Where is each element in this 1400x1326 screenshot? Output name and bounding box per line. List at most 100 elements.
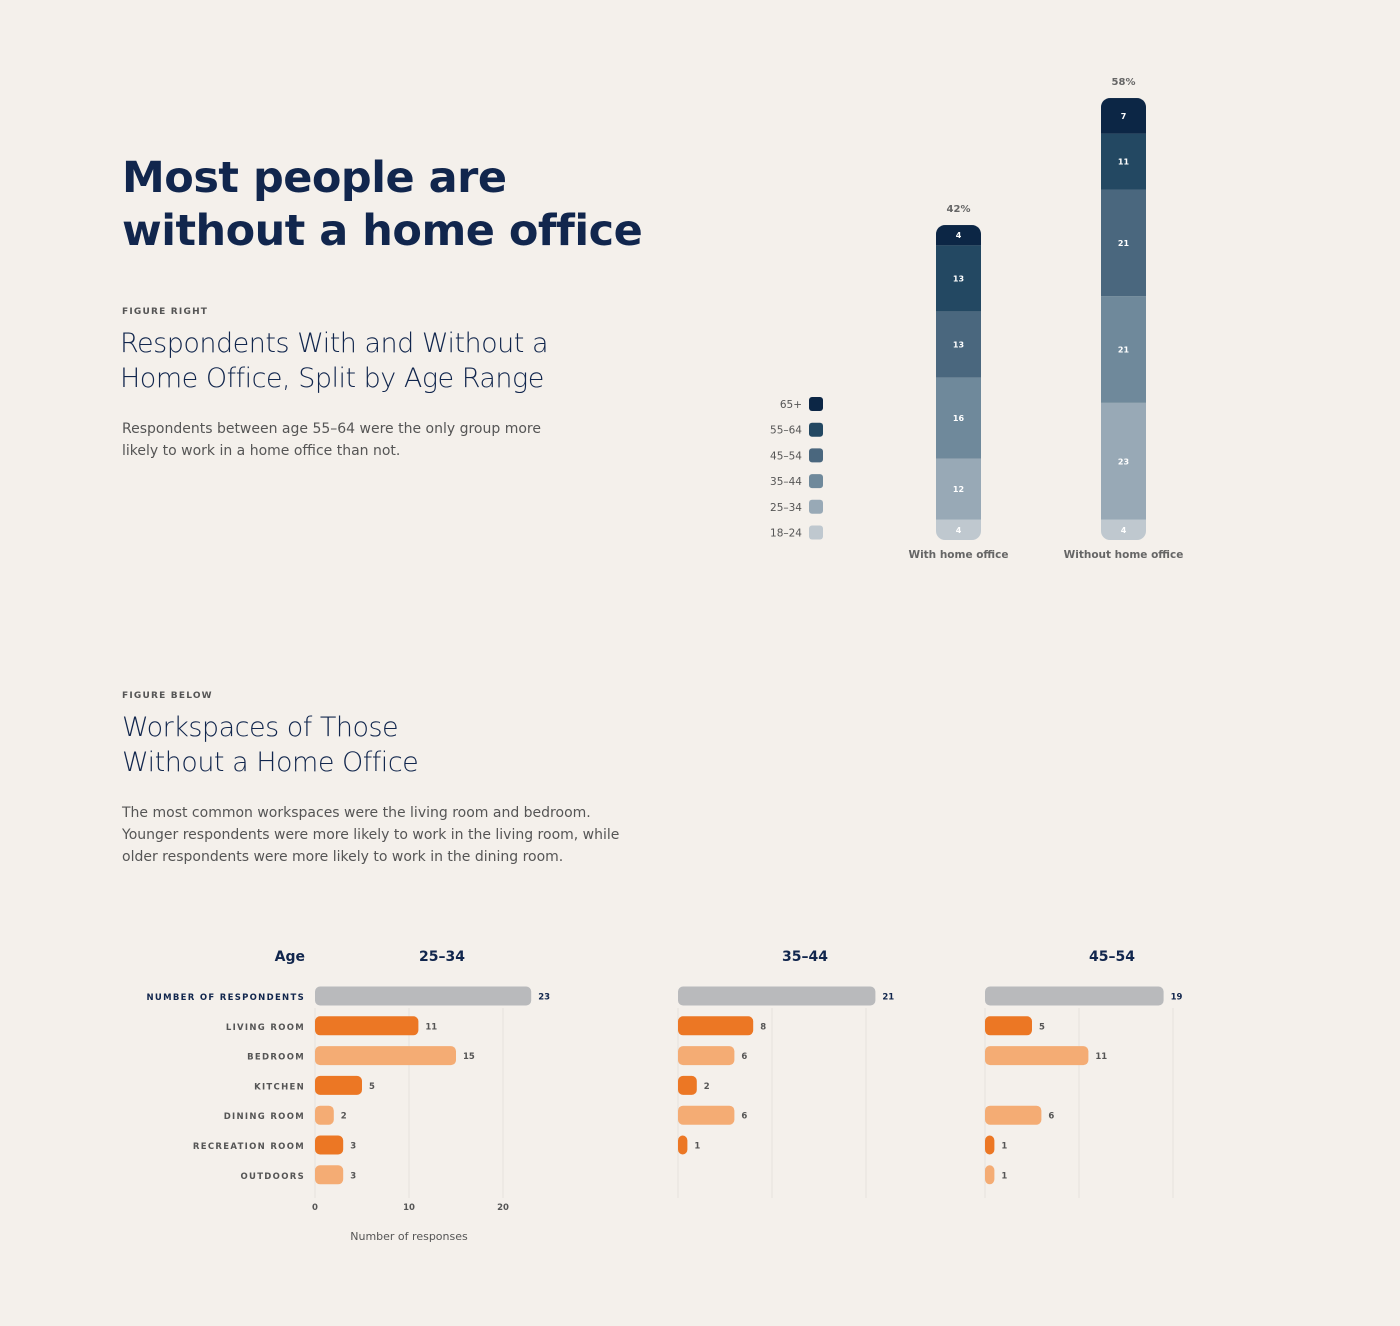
legend-swatch (809, 525, 823, 540)
bar-value: 6 (1048, 1112, 1054, 1122)
row-label: LIVING ROOM (226, 1023, 305, 1033)
legend-swatch (809, 499, 823, 514)
bar-value: 1 (1001, 1171, 1007, 1181)
row-label: NUMBER OF RESPONDENTS (147, 993, 306, 1003)
legend-swatch (809, 448, 823, 463)
total-label: 58% (1112, 77, 1136, 88)
panel-title: 25–34 (419, 949, 465, 965)
page-title: Most people are without a home office (122, 153, 643, 256)
facet-label: Age (275, 949, 305, 965)
bar (985, 1135, 995, 1155)
segment-label: 7 (1121, 112, 1127, 121)
bar (985, 1165, 995, 1185)
bar-value: 6 (741, 1052, 747, 1062)
bar-segment (1101, 133, 1146, 190)
segment-label: 4 (956, 526, 962, 535)
panel-title: 35–44 (782, 949, 828, 965)
bar-segment (1101, 296, 1146, 403)
bar-value: 1 (1001, 1142, 1007, 1152)
legend-label: 35–44 (770, 476, 802, 488)
category-label: Without home office (1064, 549, 1184, 561)
stacked-bar-1 (1101, 98, 1146, 540)
legend-label: 45–54 (770, 450, 802, 462)
bar (678, 1046, 735, 1066)
segment-label: 12 (953, 485, 964, 494)
bar-segment (1101, 189, 1146, 297)
bar-value: 6 (741, 1112, 747, 1122)
legend-label: 65+ (780, 399, 802, 411)
figure1-kicker: FIGURE RIGHT (122, 307, 209, 317)
x-tick-label: 20 (497, 1203, 509, 1213)
bar-value: 23 (538, 993, 550, 1003)
bar-segment (936, 311, 981, 378)
bar-value: 8 (760, 1022, 766, 1032)
bar-value: 19 (1171, 993, 1183, 1003)
bar-segment (936, 245, 981, 312)
legend-label: 25–34 (770, 502, 802, 514)
segment-label: 21 (1118, 239, 1130, 248)
figure1-description: Respondents between age 55–64 were the o… (122, 421, 541, 459)
bar-segment (936, 377, 981, 459)
row-label: BEDROOM (247, 1053, 305, 1063)
bar (315, 1075, 362, 1095)
total-label: 42% (947, 204, 971, 215)
bar (315, 1165, 344, 1185)
bar-segment (936, 458, 981, 520)
category-label: With home office (908, 549, 1008, 561)
panel-title: 45–54 (1089, 949, 1135, 965)
bar-segment (936, 225, 981, 246)
bar-value: 11 (425, 1022, 437, 1032)
bar (678, 1016, 754, 1036)
figure2-description: The most common workspaces were the livi… (122, 805, 620, 865)
segment-label: 13 (953, 340, 964, 349)
bar (678, 1075, 697, 1095)
bar-value: 5 (369, 1082, 375, 1092)
bar-segment (1101, 98, 1146, 134)
segment-label: 4 (956, 231, 962, 240)
bar (315, 1105, 334, 1125)
row-label: RECREATION ROOM (193, 1142, 305, 1152)
bar-value: 1 (694, 1142, 700, 1152)
segment-label: 13 (953, 274, 964, 283)
bar-value: 21 (882, 993, 894, 1003)
x-tick-label: 0 (312, 1203, 318, 1213)
segment-label: 4 (1121, 526, 1127, 535)
bar (985, 1016, 1032, 1036)
x-tick-label: 10 (403, 1203, 415, 1213)
segment-label: 11 (1118, 158, 1130, 167)
bar-value: 3 (350, 1142, 356, 1152)
bar (678, 1135, 688, 1155)
bar-value: 3 (350, 1171, 356, 1181)
bar-segment (936, 519, 981, 540)
bar (985, 1046, 1089, 1066)
figure2-title: Workspaces of Those Without a Home Office (122, 712, 419, 778)
bar (315, 1135, 344, 1155)
stacked-bar-0 (936, 225, 981, 540)
legend-swatch (809, 397, 823, 411)
bar (315, 1046, 456, 1066)
figure2-kicker: FIGURE BELOW (122, 691, 213, 701)
legend-label: 18–24 (770, 528, 802, 540)
row-label: KITCHEN (254, 1082, 305, 1092)
workspace-bar-chart: Age NUMBER OF RESPONDENTS LIVING ROOM BEDRO… (147, 949, 1183, 1243)
legend-swatch (809, 422, 823, 437)
bar (315, 986, 532, 1006)
bar-value: 2 (704, 1082, 710, 1092)
stacked-bar-chart: 4 12 16 13 13 4 42% With home office 4 23 21 21 11 7 5… (770, 77, 1184, 561)
bar (678, 986, 876, 1006)
bar (985, 986, 1164, 1006)
bar (985, 1105, 1042, 1125)
x-axis-label: Number of responses (350, 1230, 468, 1243)
row-label: OUTDOORS (240, 1172, 305, 1182)
bar-value: 15 (463, 1052, 475, 1062)
bar-value: 11 (1095, 1052, 1107, 1062)
segment-label: 23 (1118, 457, 1129, 466)
segment-label: 21 (1118, 346, 1130, 355)
legend-label: 55–64 (770, 425, 802, 437)
bar-value: 2 (341, 1112, 347, 1122)
figure1-title: Respondents With and Without a Home Offic… (120, 328, 549, 394)
bar-value: 5 (1039, 1022, 1045, 1032)
segment-label: 16 (953, 414, 965, 423)
row-label: DINING ROOM (224, 1112, 305, 1122)
